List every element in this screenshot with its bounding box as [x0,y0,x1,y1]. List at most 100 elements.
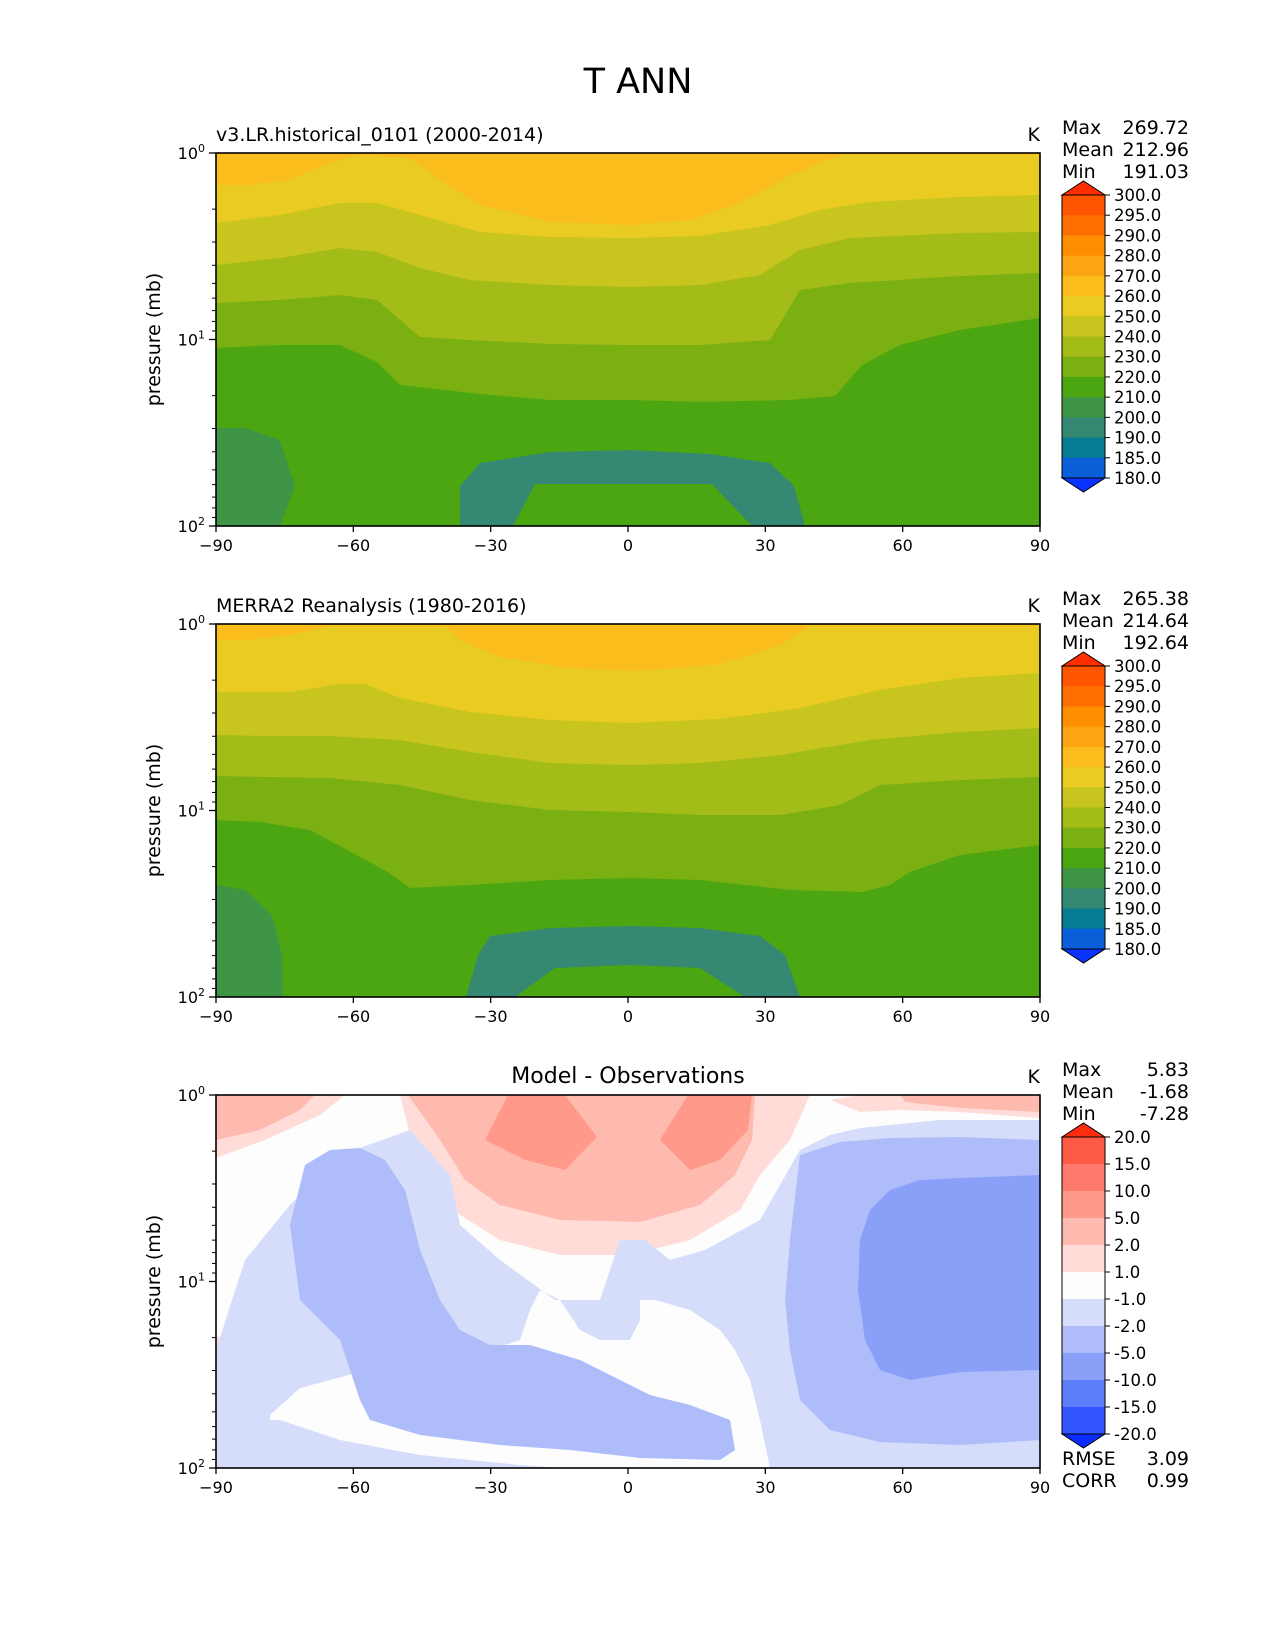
rmse-label: RMSE [1062,1448,1116,1470]
colorbar-segment [1062,1191,1105,1219]
colorbar-segment [1062,235,1105,257]
colorbar-label: 15.0 [1114,1155,1151,1174]
diff-band-neg-2 [290,1148,735,1460]
colorbar-segment [1062,1164,1105,1192]
obs-band-260 [216,624,1040,671]
colorbar-label: 185.0 [1114,920,1161,939]
colorbar-segment [1062,1326,1105,1354]
obs-max-label: Max [1062,588,1101,610]
y-tick-base: 10 [178,1273,198,1292]
colorbar-segment [1062,1218,1105,1246]
colorbar-extend-min [1060,477,1107,493]
colorbar-segment [1062,787,1105,808]
colorbar-label: -10.0 [1114,1371,1157,1390]
colorbar-segment [1062,767,1105,788]
colorbar-segment [1062,888,1105,910]
obs-contour-field [216,624,1040,997]
colorbar-label: 220.0 [1114,368,1161,387]
colorbar-label: 240.0 [1114,799,1161,818]
diff-contour-field [216,1095,1040,1468]
colorbar-segment [1062,215,1105,236]
diff-min-value: -7.28 [1140,1103,1189,1125]
diff-min-label: Min [1062,1103,1096,1125]
colorbar-label: -1.0 [1114,1290,1146,1309]
colorbar-segment [1062,296,1105,317]
colorbar-segment [1062,726,1105,748]
model-mean-value: 212.96 [1123,139,1189,161]
colorbar-label: -5.0 [1114,1344,1146,1363]
y-tick-exponent: 0 [198,613,205,626]
y-tick-label: 100 [178,613,205,634]
x-tick-label: 30 [755,1478,775,1497]
model-stats: Max 269.72 Mean 212.96 Min 191.03 [1062,117,1189,183]
y-tick-base: 10 [178,802,198,821]
colorbar-segment [1062,1380,1105,1408]
obs-units: K [1028,595,1041,617]
obs-min-label: Min [1062,632,1096,654]
colorbar-label: 210.0 [1114,859,1161,878]
y-tick-label: 100 [178,142,205,163]
x-tick-label: 90 [1030,1007,1050,1026]
colorbar-label: 250.0 [1114,307,1161,326]
x-tick-label: −90 [199,536,233,555]
colorbar-segment [1062,316,1105,337]
colorbar-label: -20.0 [1114,1425,1157,1444]
x-tick-label: −60 [336,536,370,555]
colorbar-label: 280.0 [1114,718,1161,737]
colorbar-segment [1062,376,1105,398]
colorbar-label: -15.0 [1114,1398,1157,1417]
obs-ylabel: pressure (mb) [143,744,165,878]
colorbar-label: 270.0 [1114,267,1161,286]
obs-max-value: 265.38 [1123,588,1189,610]
colorbar-segment [1062,847,1105,869]
colorbar-segment [1062,255,1105,277]
x-tick-label: 60 [892,536,912,555]
x-tick-label: −90 [199,1478,233,1497]
model-min-value: 191.03 [1123,161,1189,183]
colorbar-segment [1062,1137,1105,1165]
model-title: v3.LR.historical_0101 (2000-2014) [216,124,544,146]
diff-band-pos-2c [900,1095,1040,1112]
colorbar-label: 300.0 [1114,657,1161,676]
colorbar-segment [1062,437,1105,459]
y-tick-label: 101 [178,329,205,350]
x-tick-label: 0 [623,536,633,555]
colorbar-label: 10.0 [1114,1182,1151,1201]
colorbar-label: 290.0 [1114,697,1161,716]
colorbar-label: 200.0 [1114,879,1161,898]
diff-max-label: Max [1062,1059,1101,1081]
y-tick-base: 10 [178,517,198,536]
diff-title: Model - Observations [511,1064,744,1089]
colorbar-extend-max [1060,651,1107,667]
diff-band-neg-1b [216,1420,560,1468]
colorbar-label: 190.0 [1114,900,1161,919]
colorbar-label: -2.0 [1114,1317,1146,1336]
colorbar-segment [1062,827,1105,849]
diff-ylabel: pressure (mb) [143,1215,165,1349]
diff-mean-value: -1.68 [1140,1081,1189,1103]
colorbar-label: 220.0 [1114,839,1161,858]
colorbar-label: 295.0 [1114,206,1161,225]
colorbar-label: 2.0 [1114,1236,1140,1255]
y-tick-label: 102 [178,986,205,1007]
x-tick-label: 0 [623,1478,633,1497]
y-tick-exponent: 1 [198,800,205,813]
figure-title: T ANN [583,62,693,102]
x-tick-label: 30 [755,1007,775,1026]
y-tick-exponent: 2 [198,986,205,999]
obs-stats: Max 265.38 Mean 214.64 Min 192.64 [1062,588,1189,654]
x-tick-label: −30 [474,1478,508,1497]
obs-min-value: 192.64 [1123,632,1189,654]
colorbar-segment [1062,746,1105,768]
colorbar-segment [1062,706,1105,728]
colorbar-segment [1062,868,1105,889]
obs-mean-value: 214.64 [1123,610,1189,632]
x-tick-label: 60 [892,1478,912,1497]
diff-max-value: 5.83 [1147,1059,1189,1081]
